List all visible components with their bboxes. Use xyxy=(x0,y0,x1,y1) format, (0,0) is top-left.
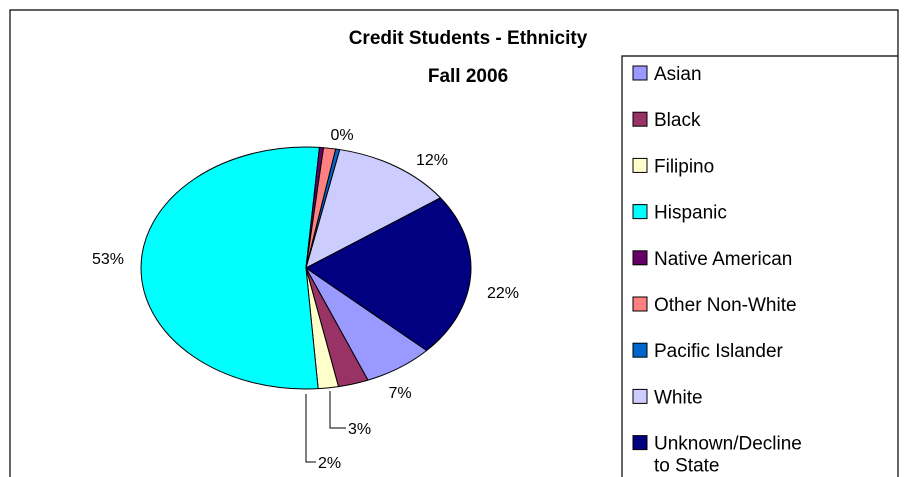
slice-label-filipino: 2% xyxy=(318,455,341,472)
chart-title: Credit Students - Ethnicity xyxy=(349,28,588,49)
legend-label-black: Black xyxy=(654,110,701,131)
chart-border xyxy=(9,9,899,477)
legend-swatch-hispanic xyxy=(632,204,648,220)
pie-slice-white xyxy=(305,149,441,269)
legend-swatch-black xyxy=(632,111,648,127)
legend-label-filipino: Filipino xyxy=(654,156,714,177)
legend-item-other-non-white: Other Non-White xyxy=(632,295,797,316)
slice-label-asian: 7% xyxy=(388,385,411,402)
legend-swatch-white xyxy=(632,388,648,404)
pie-slice-unknown-decline-to-state xyxy=(305,197,472,352)
pie-slice-hispanic xyxy=(140,146,320,390)
legend-label-pacific-islander: Pacific Islander xyxy=(654,341,784,362)
slice-label-black: 3% xyxy=(348,421,371,438)
legend: Asian Black Filipino Hispanic Native America… xyxy=(632,64,802,477)
legend-item-filipino: Filipino xyxy=(632,156,714,177)
leader-line-filipino xyxy=(305,394,316,463)
pie xyxy=(140,146,472,390)
legend-swatch-native-american xyxy=(632,250,648,266)
chart-subtitle: Fall 2006 xyxy=(428,66,508,87)
legend-label-native-american: Native American xyxy=(654,249,792,270)
slice-label-white: 12% xyxy=(416,152,448,169)
legend-item-hispanic: Hispanic xyxy=(632,203,727,224)
slice-label-unknown-decline-to-state: 22% xyxy=(487,285,519,302)
legend-item-white: White xyxy=(632,387,703,408)
legend-swatch-filipino xyxy=(632,157,648,173)
legend-label-unknown-decline-to-state: Unknown/Decline to State xyxy=(654,434,802,477)
legend-label-asian: Asian xyxy=(654,64,702,85)
slice-label-hispanic: 53% xyxy=(92,251,124,268)
legend-swatch-other-non-white xyxy=(632,296,648,312)
legend-label-hispanic: Hispanic xyxy=(654,203,727,224)
legend-border xyxy=(621,55,898,477)
legend-item-black: Black xyxy=(632,110,701,131)
slice-label-pacific-islander: 0% xyxy=(330,127,353,144)
legend-label-other-non-white: Other Non-White xyxy=(654,295,797,316)
slice-labels: 7% 3% 2% 53% 0% 12% 22% xyxy=(92,127,519,472)
legend-item-native-american: Native American xyxy=(632,249,792,270)
legend-label-white: White xyxy=(654,387,703,408)
legend-item-asian: Asian xyxy=(632,64,702,85)
legend-item-pacific-islander: Pacific Islander xyxy=(632,341,784,362)
legend-swatch-asian xyxy=(632,65,648,81)
legend-swatch-pacific-islander xyxy=(632,342,648,358)
leader-line-black xyxy=(329,391,346,429)
legend-swatch-unknown-decline-to-state xyxy=(632,435,648,451)
legend-item-unknown-decline-to-state: Unknown/Decline to State xyxy=(632,434,802,477)
